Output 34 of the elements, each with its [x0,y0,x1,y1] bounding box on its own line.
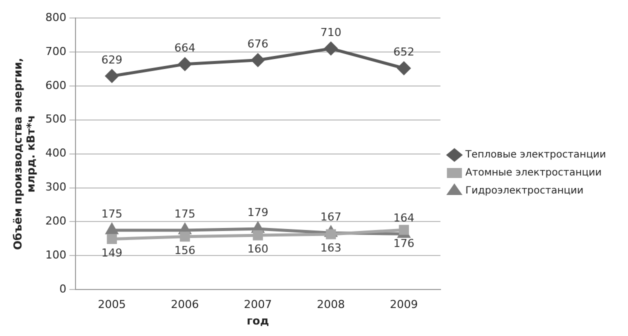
data-label: 163 [320,242,342,255]
data-label: 176 [393,237,414,250]
legend-label: Тепловые электростанции [464,150,606,161]
x-axis-title: год [246,314,270,328]
legend-label: Атомные электростанции [465,168,602,179]
data-label: 167 [320,210,342,224]
data-label: 175 [174,208,196,221]
data-label: 664 [174,42,196,55]
data-label: 160 [247,242,268,256]
x-tick-label: 2007 [244,298,272,312]
y-tick-label: 500 [45,112,66,126]
y-tick-label: 0 [59,282,66,296]
y-tick-label: 600 [45,78,66,92]
x-tick-label: 2005 [98,298,126,312]
data-label: 156 [174,244,196,257]
data-label: 164 [393,211,414,224]
x-tick-label: 2009 [390,298,418,312]
y-tick-label: 100 [45,248,66,262]
data-label: 652 [393,46,414,59]
data-label: 629 [101,53,122,66]
y-tick-label: 300 [45,180,66,194]
x-tick-label: 2006 [170,298,199,312]
data-label: 710 [320,26,342,39]
data-label: 179 [247,206,268,220]
y-axis-title: Объём производства энергии, млрд. кВт*ч [11,58,38,250]
x-tick-label: 2008 [316,298,345,312]
y-tick-label: 200 [45,214,66,228]
y-tick-label: 400 [45,146,66,160]
y-tick-label: 700 [45,44,66,58]
data-label: 149 [101,246,122,260]
y-tick-label: 800 [45,10,66,24]
legend-label: Гидроэлектростанции [465,186,584,197]
data-label: 676 [247,37,268,50]
data-label: 175 [101,208,122,221]
